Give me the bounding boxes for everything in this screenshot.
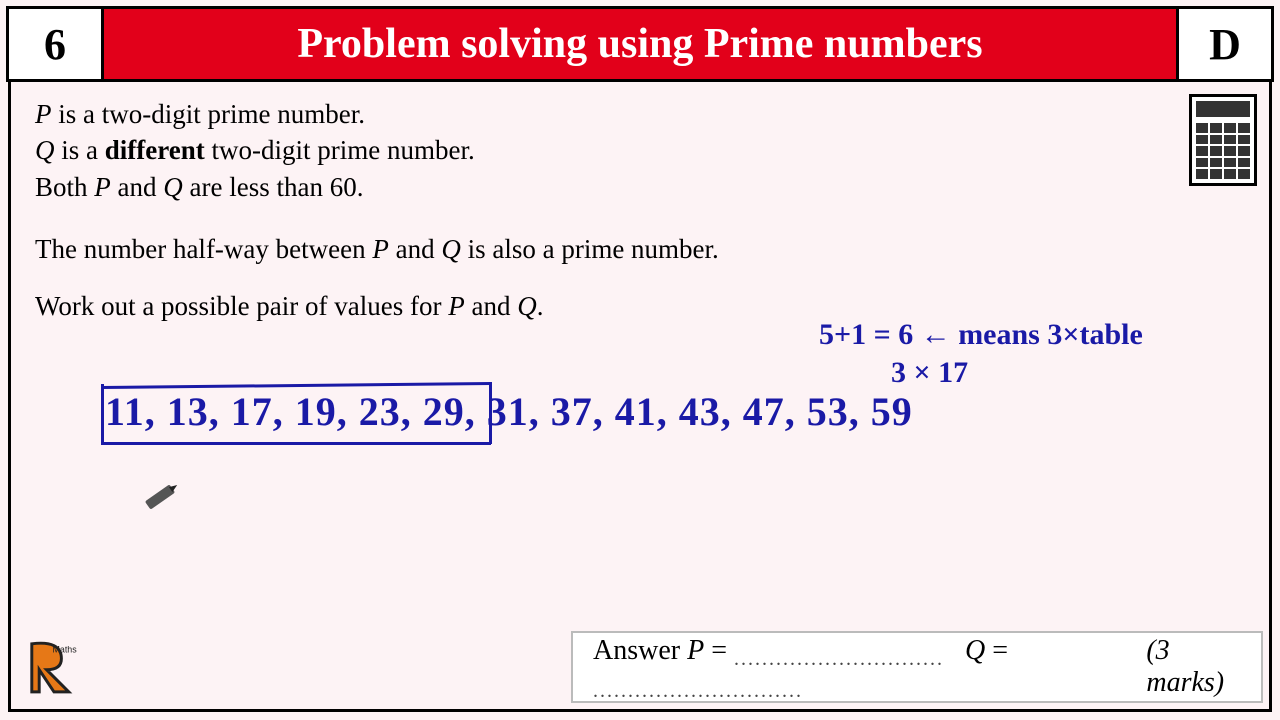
var-p: P — [35, 99, 52, 129]
marks-label: (3 marks) — [1146, 635, 1241, 699]
channel-logo: Maths — [17, 629, 91, 703]
handwritten-note-2: 3 × 17 — [891, 356, 968, 390]
grade-letter: D — [1176, 6, 1274, 82]
primes-box-left — [101, 384, 104, 444]
primes-box-bottom — [101, 442, 491, 445]
question-number: 6 — [6, 6, 104, 82]
question-text: P is a two-digit prime number. Q is a di… — [35, 96, 719, 324]
var-q: Q — [35, 135, 55, 165]
content-panel: P is a two-digit prime number. Q is a di… — [8, 82, 1272, 712]
svg-text:Maths: Maths — [53, 645, 78, 655]
primes-box-right — [489, 382, 492, 444]
header-bar: 6 Problem solving using Prime numbers D — [6, 6, 1274, 82]
page-title: Problem solving using Prime numbers — [104, 6, 1176, 82]
answer-box: Answer P = .............................… — [571, 631, 1263, 703]
calculator-icon — [1189, 94, 1257, 186]
handwritten-primes: 11, 13, 17, 19, 23, 29, 31, 37, 41, 43, … — [105, 388, 913, 435]
pen-cursor-icon — [145, 484, 175, 509]
answer-line: Answer P = .............................… — [593, 635, 1146, 699]
handwritten-note-1: 5+1 = 6 ← means 3×table — [819, 318, 1143, 352]
